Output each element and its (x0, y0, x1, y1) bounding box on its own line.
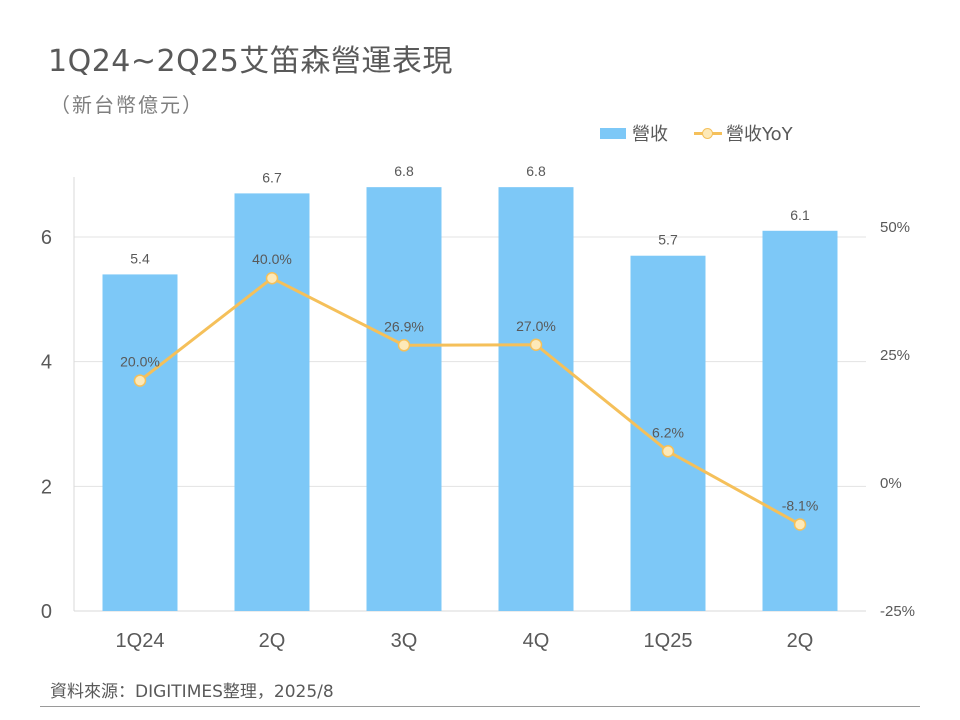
bar-value-label: 5.4 (130, 250, 150, 266)
legend-label-yoy: 營收YoY (726, 124, 793, 145)
legend-item-yoy: 營收YoY (694, 120, 793, 146)
bar (762, 230, 838, 612)
bar-value-label: 6.1 (790, 207, 810, 223)
yoy-point (661, 445, 675, 458)
yoy-value-label: 6.2% (652, 424, 684, 440)
legend-bar-swatch (600, 127, 626, 139)
y-left-tick-label: 4 (41, 352, 52, 374)
bar (366, 187, 442, 611)
x-tick-label: 4Q (523, 630, 550, 652)
y-right-tick-label: 25% (880, 347, 910, 364)
bar (630, 255, 706, 611)
yoy-point (265, 271, 279, 285)
yoy-point (529, 338, 543, 352)
yoy-value-label: 27.0% (516, 318, 556, 334)
yoy-value-label: 40.0% (252, 251, 292, 267)
x-tick-label: 1Q24 (116, 630, 165, 652)
yoy-point (397, 339, 411, 352)
bar-value-label: 6.8 (394, 163, 414, 179)
yoy-point (793, 518, 807, 531)
y-right-tick-label: 0% (880, 475, 902, 492)
y-right-tick-label: 50% (880, 219, 910, 236)
bar (498, 187, 574, 611)
source-note: 資料來源：DIGITIMES整理，2025/8 (50, 682, 334, 702)
source-divider (40, 706, 920, 707)
x-tick-label: 1Q25 (644, 630, 693, 652)
x-tick-label: 2Q (259, 630, 286, 652)
y-left-tick-label: 0 (41, 601, 52, 623)
yoy-value-label: 20.0% (120, 354, 160, 370)
bar (234, 193, 310, 611)
bar-value-label: 6.7 (262, 169, 282, 185)
legend-label-revenue: 營收 (632, 124, 668, 145)
legend: 營收 營收YoY (600, 121, 819, 145)
y-right-tick-label: -25% (880, 603, 915, 620)
yoy-line (139, 276, 801, 526)
yoy-value-label: 26.9% (384, 318, 424, 334)
chart-subtitle: （新台幣億元） (50, 93, 204, 117)
x-tick-label: 3Q (391, 630, 418, 652)
legend-item-revenue: 營收 (600, 120, 668, 146)
yoy-point (133, 374, 147, 387)
bar (102, 274, 178, 611)
chart-title: 1Q24~2Q25艾笛森營運表現 (48, 44, 453, 79)
x-tick-label: 2Q (787, 630, 814, 652)
yoy-value-label: -8.1% (782, 497, 819, 513)
legend-line-swatch (694, 127, 722, 139)
bar-value-label: 5.7 (658, 232, 678, 248)
bar-value-label: 6.8 (526, 163, 546, 179)
y-left-tick-label: 2 (41, 476, 52, 498)
y-left-tick-label: 6 (41, 227, 52, 249)
